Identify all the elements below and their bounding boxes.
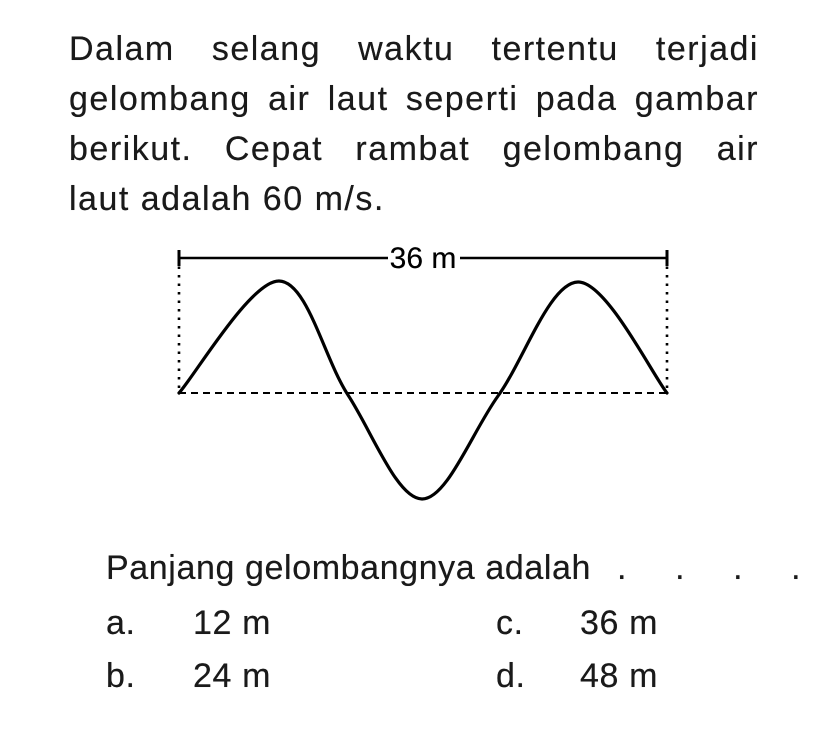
svg-text:36 m: 36 m [390, 242, 457, 275]
